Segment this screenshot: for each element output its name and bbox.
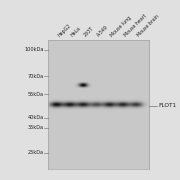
Text: Mouse heart: Mouse heart: [123, 13, 147, 38]
Text: Mouse lung: Mouse lung: [110, 15, 132, 38]
Text: HeLa: HeLa: [70, 26, 82, 38]
Text: 100kDa: 100kDa: [24, 48, 44, 52]
Text: 40kDa: 40kDa: [28, 115, 44, 120]
Text: Mouse brain: Mouse brain: [136, 14, 160, 38]
Text: A-549: A-549: [96, 24, 110, 38]
Text: HepG2: HepG2: [57, 23, 72, 38]
Text: FLOT1: FLOT1: [158, 103, 176, 108]
Text: 35kDa: 35kDa: [28, 125, 44, 130]
Text: 70kDa: 70kDa: [28, 74, 44, 79]
Text: 25kDa: 25kDa: [28, 150, 44, 155]
Text: 55kDa: 55kDa: [28, 92, 44, 97]
Text: 293T: 293T: [83, 26, 95, 38]
